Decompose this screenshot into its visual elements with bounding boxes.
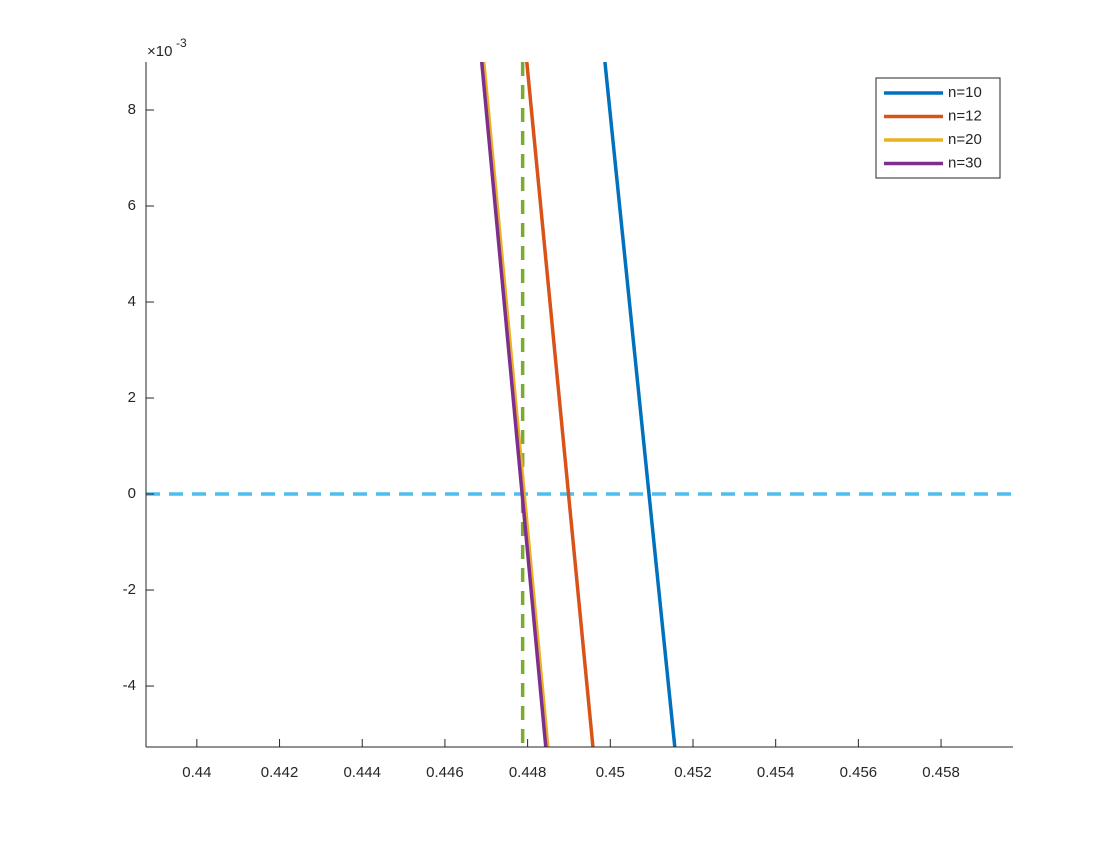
y-tick-label: 6 (128, 197, 136, 214)
series-line (479, 62, 548, 747)
plot-area (146, 62, 1013, 747)
legend-label: n=20 (948, 131, 982, 148)
legend-label: n=10 (948, 84, 982, 101)
x-tick-label: 0.448 (509, 764, 547, 781)
x-tick-label: 0.454 (757, 764, 795, 781)
series-line (525, 62, 595, 747)
y-tick-label: 2 (128, 389, 136, 406)
legend-label: n=12 (948, 107, 982, 124)
x-tick-label: 0.452 (674, 764, 712, 781)
exponent-base: ×10 (147, 43, 172, 60)
y-tick-label: 8 (128, 101, 136, 118)
x-tick-label: 0.458 (922, 764, 960, 781)
series-line (603, 62, 677, 747)
x-tick-label: 0.444 (343, 764, 381, 781)
y-tick-label: -4 (123, 677, 136, 694)
x-tick-label: 0.44 (182, 764, 211, 781)
y-tick-label: 4 (128, 293, 136, 310)
exponent-power: -3 (176, 36, 187, 50)
x-tick-label: 0.442 (261, 764, 299, 781)
y-tick-label: 0 (128, 485, 136, 502)
x-tick-label: 0.456 (840, 764, 878, 781)
series-line (482, 62, 550, 747)
x-tick-label: 0.45 (596, 764, 625, 781)
legend-label: n=30 (948, 154, 982, 171)
x-tick-label: 0.446 (426, 764, 464, 781)
legend: n=10 n=12 n=20 n=30 (875, 77, 1001, 179)
y-tick-label: -2 (123, 581, 136, 598)
